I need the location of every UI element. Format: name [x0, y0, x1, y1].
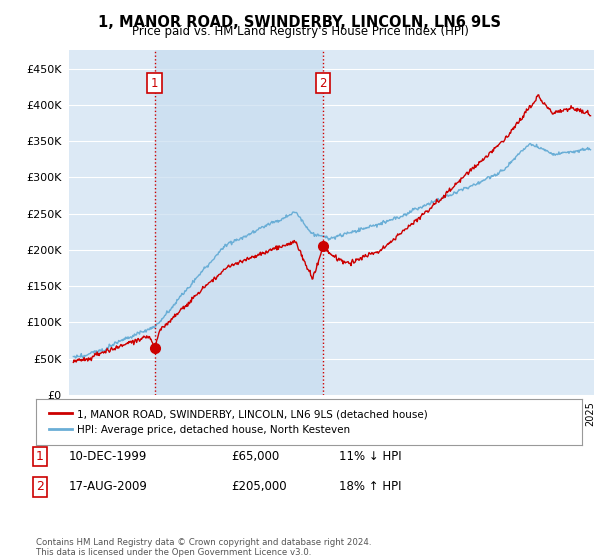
Text: 1: 1 — [36, 450, 44, 463]
Text: 17-AUG-2009: 17-AUG-2009 — [69, 480, 148, 493]
Text: 2: 2 — [36, 480, 44, 493]
Text: 1, MANOR ROAD, SWINDERBY, LINCOLN, LN6 9LS: 1, MANOR ROAD, SWINDERBY, LINCOLN, LN6 9… — [98, 15, 502, 30]
Legend: 1, MANOR ROAD, SWINDERBY, LINCOLN, LN6 9LS (detached house), HPI: Average price,: 1, MANOR ROAD, SWINDERBY, LINCOLN, LN6 9… — [46, 406, 431, 438]
Text: Contains HM Land Registry data © Crown copyright and database right 2024.
This d: Contains HM Land Registry data © Crown c… — [36, 538, 371, 557]
Text: 11% ↓ HPI: 11% ↓ HPI — [339, 450, 401, 463]
Text: Price paid vs. HM Land Registry's House Price Index (HPI): Price paid vs. HM Land Registry's House … — [131, 25, 469, 38]
Bar — [155, 50, 323, 395]
Text: 10-DEC-1999: 10-DEC-1999 — [69, 450, 148, 463]
Text: 1: 1 — [151, 77, 158, 90]
Text: £205,000: £205,000 — [231, 480, 287, 493]
Text: 18% ↑ HPI: 18% ↑ HPI — [339, 480, 401, 493]
Text: 2: 2 — [319, 77, 327, 90]
Text: £65,000: £65,000 — [231, 450, 279, 463]
